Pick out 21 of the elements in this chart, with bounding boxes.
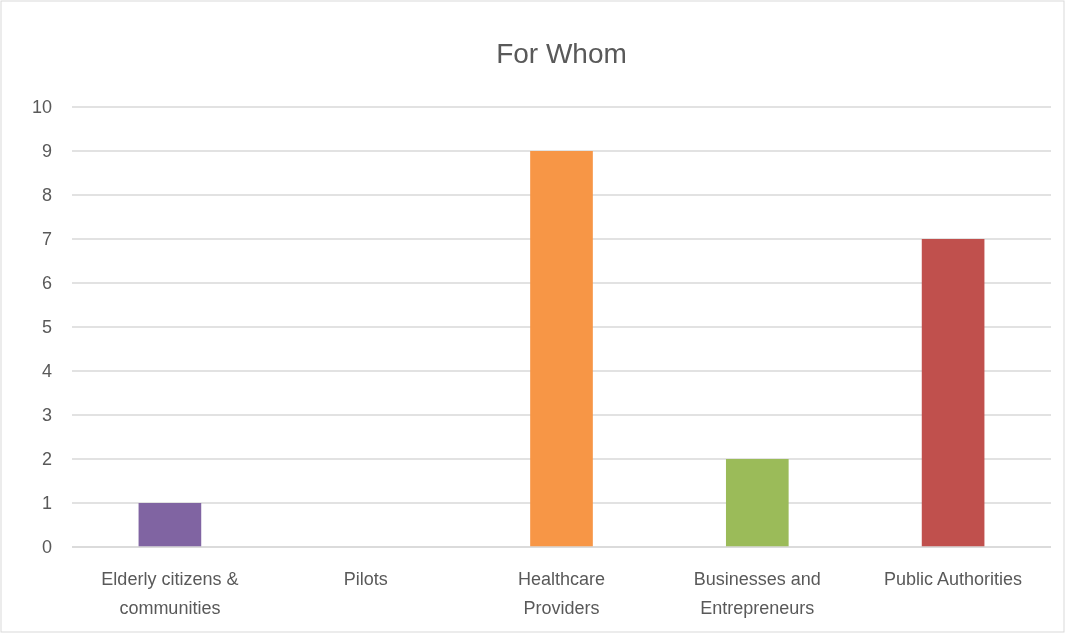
bar	[138, 503, 202, 547]
y-tick-label: 8	[41, 185, 52, 206]
bar	[530, 151, 593, 547]
bar	[725, 459, 789, 547]
x-tick-label: Public Authorities	[884, 569, 1023, 589]
y-tick-label: 7	[41, 229, 52, 250]
x-tick-label: Elderly citizens & communities	[101, 569, 239, 618]
y-tick-label: 2	[41, 449, 52, 470]
y-tick-label: 6	[41, 273, 52, 294]
y-tick-label: 1	[41, 493, 52, 514]
y-tick-label: 9	[41, 141, 52, 162]
x-tick-label: Pilots	[343, 569, 388, 589]
y-tick-label: 0	[41, 537, 52, 558]
y-tick-label: 5	[41, 317, 52, 338]
bar	[921, 239, 985, 547]
x-tick-label: Healthcare Providers	[517, 569, 606, 618]
x-tick-label: Businesses and Entrepreneurs	[693, 569, 821, 618]
y-tick-label: 3	[41, 405, 52, 426]
y-tick-label: 4	[41, 361, 52, 382]
chart-title: For Whom	[496, 38, 627, 69]
y-tick-label: 10	[31, 97, 52, 118]
